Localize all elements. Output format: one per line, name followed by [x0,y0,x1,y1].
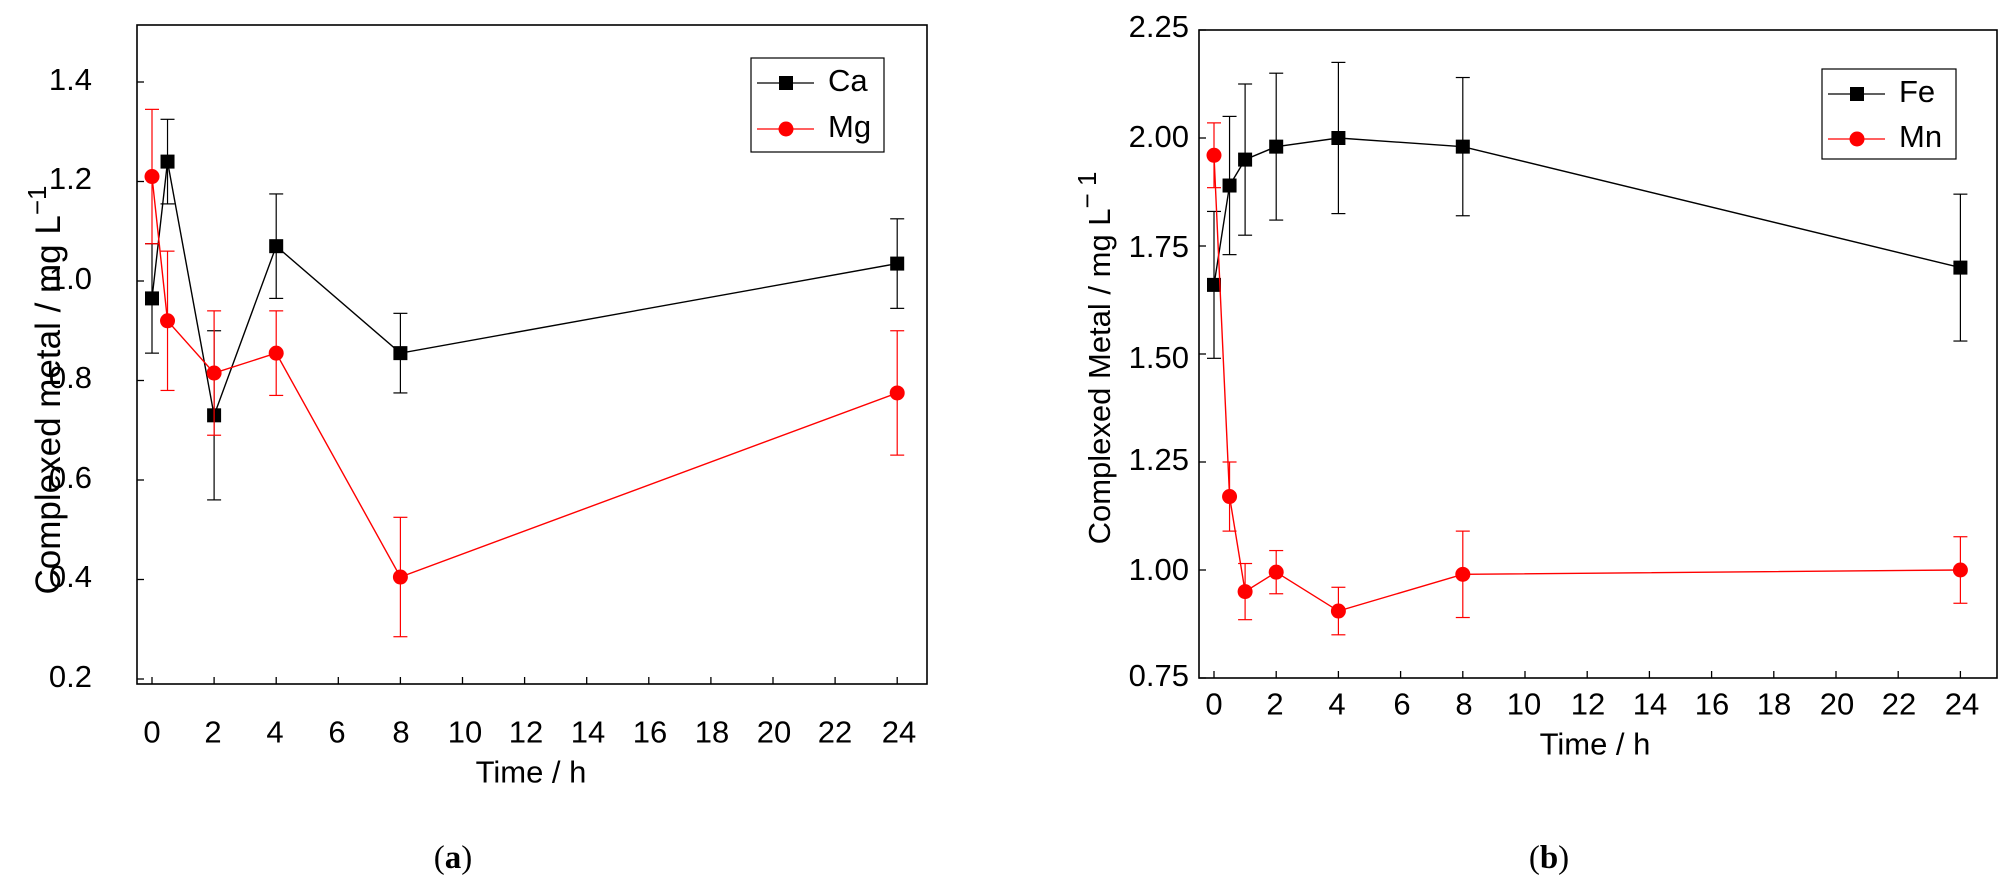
chart-b-x-tick-label: 8 [1455,686,1472,721]
chart-b-x-tick-label: 10 [1507,686,1541,721]
chart-a-point-mg [889,385,905,401]
chart-b-caption: (b) [1529,840,1569,876]
chart-a-y-axis-label-main: Complexed metal / mg L [29,215,68,594]
chart-a-point-mg [160,313,176,329]
chart-b-point-mn [1330,603,1346,619]
chart-b-y-tick-label: 1.00 [1129,552,1189,587]
chart-b-x-tick-label: 16 [1695,686,1729,721]
chart-b-point-mn [1222,489,1238,505]
chart-b-point-fe [1953,260,1968,275]
chart-a: 1.4 1.2 1.0 0.8 0.6 0.4 0.2 0 2 4 6 8 10… [22,24,928,876]
chart-a-x-tick-label: 12 [509,714,543,749]
chart-b-y-axis-label-sup: − 1 [1072,172,1102,209]
chart-a-x-tick-label: 6 [328,714,345,749]
chart-b-x-tick-label: 24 [1945,686,1979,721]
chart-a-legend-marker-mg [778,121,794,137]
chart-b-y-tick-label: 1.75 [1129,229,1189,264]
chart-a-x-tick-label: 0 [143,714,160,749]
chart-b-point-fe [1331,131,1346,145]
chart-a-y-tick-label: 0.8 [49,360,92,395]
chart-b-point-fe [1455,139,1470,154]
chart-b-point-mn [1268,564,1284,580]
chart-b-x-tick-label: 14 [1633,686,1667,721]
chart-b-legend: Fe Mn [1821,68,1957,160]
chart-a-y-axis-label: Complexed metal / mg L−1 [22,186,68,595]
chart-b-point-fe [1238,152,1253,167]
chart-b-plot-area [1199,29,1968,679]
chart-a-y-axis-label-sup: −1 [22,186,52,216]
chart-a-point-ca [160,154,175,169]
chart-a-frame [136,24,928,685]
chart-a-point-ca [269,239,284,254]
chart-b-y-axis-label-main: Complexed Metal / mg L [1082,208,1117,544]
chart-a-panel-label: a [445,840,462,876]
chart-b-y-tick-label: 2.25 [1129,9,1189,44]
chart-a-y-tick-label: 0.2 [49,659,92,694]
chart-b-y-tick-label: 0.75 [1129,658,1189,693]
chart-a-y-tick-label: 0.6 [49,460,92,495]
chart-a-x-tick-label: 10 [448,714,482,749]
chart-b-x-axis-label: Time / h [1540,726,1651,761]
chart-b-x-tick-label: 4 [1328,686,1345,721]
chart-b-legend-label-fe: Fe [1899,74,1935,109]
chart-a-caption: (a) [434,840,473,876]
chart-a-x-tick-label: 20 [757,714,791,749]
chart-b-x-tick-label: 12 [1571,686,1605,721]
chart-a-point-mg [392,569,408,585]
chart-a-y-tick-label: 0.4 [49,559,92,594]
chart-b-x-tick-label: 22 [1882,686,1916,721]
chart-a-x-tick-label: 18 [695,714,729,749]
chart-b-y-tick-label: 1.25 [1129,442,1189,477]
chart-a-x-tick-label: 24 [882,714,916,749]
chart-a-x-tick-label: 16 [633,714,667,749]
chart-a-y-tick-label: 1.2 [49,161,92,196]
chart-b-point-mn [1237,584,1253,600]
chart-a-x-tick-label: 2 [204,714,221,749]
chart-b: 2.25 2.00 1.75 1.50 1.25 1.00 0.75 0 2 4… [1072,9,1998,876]
chart-b-x-tick-label: 0 [1205,686,1222,721]
chart-a-series-line-ca [151,161,898,418]
chart-b-legend-marker-fe [1850,87,1864,101]
chart-a-y-tick-label: 1.0 [49,261,92,296]
chart-b-legend-box [1821,68,1957,160]
chart-b-x-tick-label: 2 [1266,686,1283,721]
chart-a-y-tick-label: 1.4 [49,62,92,97]
chart-b-point-mn [1206,147,1222,163]
chart-a-point-mg [206,365,222,381]
chart-a-legend-label-ca: Ca [828,63,868,98]
chart-a-point-mg [268,345,284,361]
chart-b-point-mn [1952,562,1968,578]
chart-b-legend-marker-mn [1849,131,1865,147]
chart-a-point-ca [393,346,408,361]
chart-a-point-mg [144,169,160,185]
chart-a-x-tick-label: 14 [571,714,605,749]
chart-a-plot-area [137,81,905,684]
chart-a-x-tick-label: 8 [392,714,409,749]
chart-b-y-tick-label: 2.00 [1129,119,1189,154]
chart-a-legend-marker-ca [779,76,793,90]
chart-a-point-ca [145,291,159,306]
chart-b-x-tick-label: 20 [1820,686,1854,721]
chart-b-x-tick-label: 6 [1393,686,1410,721]
chart-a-x-axis-label: Time / h [476,754,587,789]
chart-b-point-fe [1269,139,1284,154]
chart-b-panel-label: b [1540,840,1558,876]
chart-b-point-fe [1222,178,1237,193]
chart-b-point-fe [1207,277,1221,292]
chart-b-frame [1198,29,1998,679]
chart-b-y-axis-label: Complexed Metal / mg L− 1 [1072,172,1117,545]
chart-a-series-line-mg [151,176,898,578]
chart-a-x-tick-label: 22 [818,714,852,749]
chart-a-legend-box [750,57,885,153]
chart-a-legend: Ca Mg [750,57,885,153]
chart-a-legend-label-mg: Mg [828,109,871,144]
chart-b-y-tick-label: 1.50 [1129,340,1189,375]
chart-a-point-ca [890,256,905,271]
chart-b-x-tick-label: 18 [1757,686,1791,721]
chart-b-point-mn [1455,566,1471,582]
chart-a-x-tick-label: 4 [266,714,283,749]
chart-b-legend-label-mn: Mn [1899,119,1942,154]
